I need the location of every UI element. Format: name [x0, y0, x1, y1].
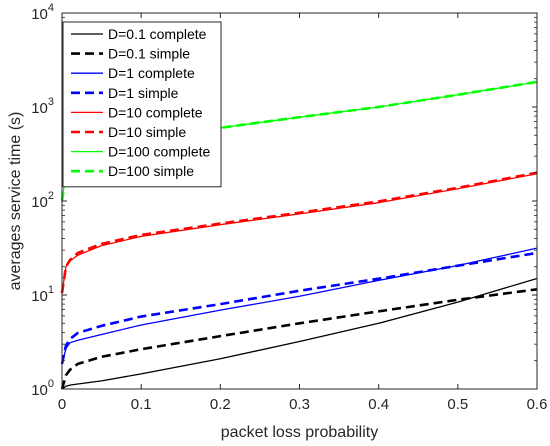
x-tick-label: 0 — [58, 396, 66, 413]
x-tick-label: 0.4 — [368, 396, 389, 413]
legend-box — [62, 21, 222, 188]
x-tick-label: 0.5 — [447, 396, 468, 413]
legend: D=0.1 complete D=0.1 simple D=1 complete D=… — [62, 21, 222, 188]
series-line-0 — [61, 277, 538, 390]
series-line-5 — [60, 171, 538, 294]
legend-label: D=10 simple — [108, 124, 186, 140]
legend-label: D=100 simple — [108, 163, 194, 179]
y-tick-label: 104 — [31, 2, 54, 23]
legend-label: D=0.1 simple — [108, 46, 190, 62]
y-axis-label: averages service time (s) — [7, 112, 24, 291]
y-tick-label: 100 — [31, 378, 54, 399]
legend-label: D=100 complete — [108, 144, 211, 160]
x-tick-label: 0.3 — [289, 396, 310, 413]
x-axis-label: packet loss probability — [221, 424, 378, 441]
series-line-1 — [60, 288, 538, 390]
x-tick-label: 0.2 — [210, 396, 231, 413]
legend-label: D=1 simple — [108, 85, 179, 101]
x-tick-label: 0.6 — [527, 396, 548, 413]
legend-label: D=0.1 complete — [108, 26, 207, 42]
legend-label: D=10 complete — [108, 104, 203, 120]
x-tick-label: 0.1 — [131, 396, 152, 413]
y-tick-label: 102 — [31, 190, 54, 211]
y-tick-label: 101 — [31, 284, 54, 305]
series-line-3 — [60, 251, 538, 365]
ticks-layer: 0 0.1 0.2 0.3 0.4 0.5 0.6 100 101 102 103 104 — [31, 2, 547, 413]
legend-label: D=1 complete — [108, 65, 195, 81]
y-tick-label: 103 — [31, 96, 54, 117]
